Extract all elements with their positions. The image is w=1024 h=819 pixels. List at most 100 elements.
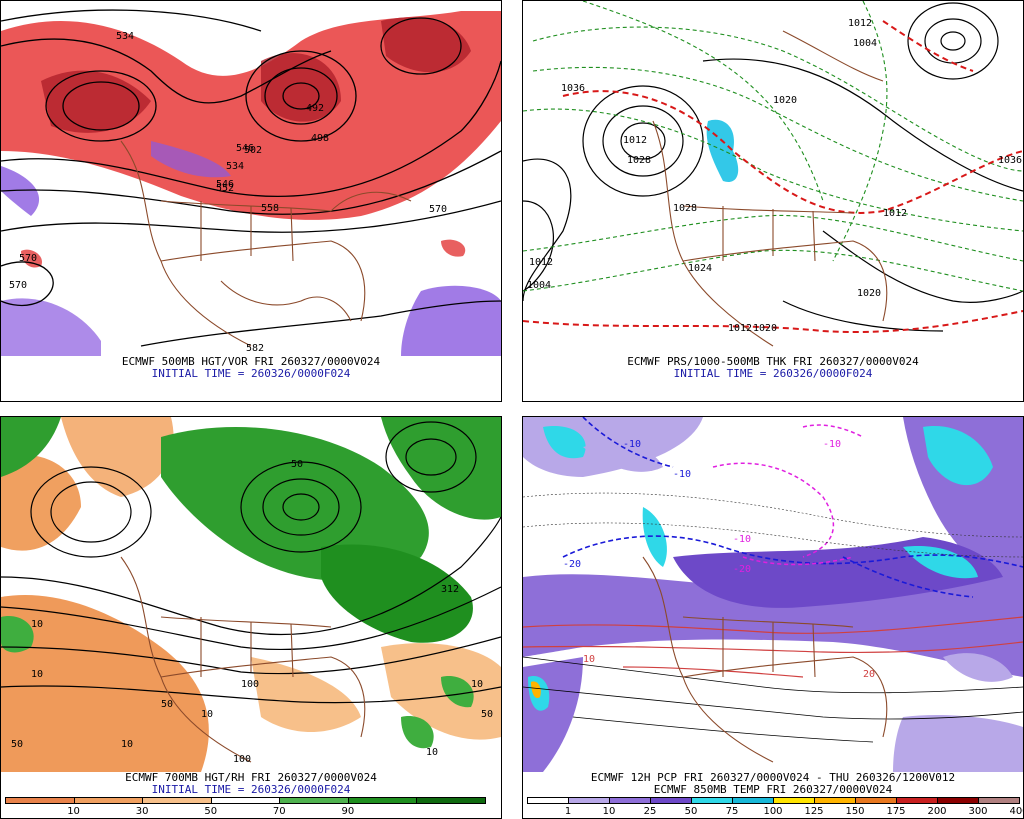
legend-tick-label: 175 (886, 806, 906, 817)
svg-text:-10: -10 (733, 534, 751, 545)
svg-text:50: 50 (291, 459, 303, 470)
panel-pcp-850mb-temp: -10 -10 -20 -10 -20 10 20 -10 ECMWF 12H … (522, 416, 1024, 819)
svg-text:546: 546 (216, 179, 234, 190)
svg-text:-10: -10 (823, 439, 841, 450)
panel-caption-title: ECMWF 500MB HGT/VOR FRI 260327/0000V024 (121, 355, 381, 368)
panel-caption-title: ECMWF 700MB HGT/RH FRI 260327/0000V024 (125, 771, 377, 784)
svg-text:-20: -20 (733, 564, 751, 575)
svg-text:10: 10 (31, 669, 43, 680)
legend-swatch (5, 797, 75, 804)
legend-swatch (855, 797, 897, 804)
svg-text:10: 10 (583, 654, 595, 665)
map-500mb-vorticity: 534 546 552 492 498 502 534 546 558 570 570 570 … (1, 1, 501, 356)
precip-legend-ticks: 1 10 25 50 75 100 125 150 175 200 300 400 (527, 806, 1023, 818)
svg-text:1028: 1028 (673, 203, 697, 214)
svg-text:50: 50 (11, 739, 23, 750)
svg-text:1020: 1020 (773, 95, 797, 106)
legend-swatch (279, 797, 349, 804)
legend-swatch (210, 797, 281, 804)
legend-tick-label: 400 (1009, 806, 1023, 817)
svg-text:10: 10 (31, 619, 43, 630)
svg-text:1004: 1004 (527, 280, 551, 291)
svg-text:582: 582 (246, 343, 264, 354)
legend-swatch (978, 797, 1020, 804)
svg-text:1012: 1012 (529, 257, 553, 268)
legend-swatch (896, 797, 938, 804)
legend-swatch (732, 797, 774, 804)
panel-caption-init-time: INITIAL TIME = 260326/0000F024 (151, 783, 351, 796)
svg-text:570: 570 (9, 280, 27, 291)
panel-caption-init-time: INITIAL TIME = 260326/0000F024 (151, 367, 351, 380)
legend-tick-label: 10 (602, 806, 616, 817)
svg-text:50: 50 (161, 699, 173, 710)
svg-text:1012: 1012 (623, 135, 647, 146)
legend-tick-label: 1 (564, 806, 572, 817)
svg-text:502: 502 (244, 145, 262, 156)
svg-text:1012: 1012 (728, 323, 752, 334)
rh-color-legend (5, 797, 486, 804)
panel-caption-title: ECMWF 12H PCP FRI 260327/0000V024 - THU … (590, 771, 956, 784)
svg-text:100: 100 (241, 679, 259, 690)
legend-tick-label: 50 (204, 806, 218, 817)
map-precip-temperature: -10 -10 -20 -10 -20 10 20 -10 (523, 417, 1023, 772)
legend-tick-label: 125 (804, 806, 824, 817)
legend-swatch (527, 797, 569, 804)
legend-swatch (691, 797, 733, 804)
rh-legend-ticks: 10 30 50 70 90 (5, 806, 485, 818)
panel-caption-title: ECMWF PRS/1000-500MB THK FRI 260327/0000… (627, 355, 919, 368)
svg-text:-20: -20 (563, 559, 581, 570)
svg-text:10: 10 (426, 747, 438, 758)
legend-swatch (937, 797, 979, 804)
legend-swatch (609, 797, 651, 804)
legend-tick-label: 100 (763, 806, 783, 817)
map-700mb-humidity: 50 100 50 10 10 10 100 50 10 10 50 10 312 (1, 417, 501, 772)
svg-text:-10: -10 (623, 439, 641, 450)
panel-700mb-hgt-rh: 50 100 50 10 10 10 100 50 10 10 50 10 312 ECMWF … (0, 416, 502, 819)
panel-prs-thk: 1036 1012 1012 1004 1020 1028 1028 1020 1012 1… (522, 0, 1024, 402)
svg-text:1036: 1036 (998, 155, 1022, 166)
svg-text:1012: 1012 (883, 208, 907, 219)
svg-text:1020: 1020 (753, 323, 777, 334)
svg-text:1012: 1012 (848, 18, 872, 29)
svg-text:570: 570 (429, 204, 447, 215)
legend-swatch (773, 797, 815, 804)
svg-text:1028: 1028 (627, 155, 651, 166)
svg-text:20: 20 (863, 669, 875, 680)
legend-tick-label: 25 (643, 806, 657, 817)
legend-tick-label: 50 (684, 806, 698, 817)
legend-tick-label: 150 (845, 806, 865, 817)
svg-text:534: 534 (226, 161, 244, 172)
svg-text:100: 100 (233, 754, 251, 765)
legend-swatch (416, 797, 486, 804)
legend-tick-label: 300 (968, 806, 988, 817)
panel-caption-init-time: INITIAL TIME = 260326/0000F024 (673, 367, 873, 380)
panel-500mb-hgt-vor: 534 546 552 492 498 502 534 546 558 570 570 570 … (0, 0, 502, 402)
svg-text:50: 50 (481, 709, 493, 720)
map-pressure-thickness: 1036 1012 1012 1004 1020 1028 1028 1020 1012 1… (523, 1, 1023, 356)
svg-text:312: 312 (441, 584, 459, 595)
legend-swatch (650, 797, 692, 804)
svg-text:1024: 1024 (688, 263, 712, 274)
legend-swatch (568, 797, 610, 804)
svg-text:552: 552 (216, 183, 234, 194)
svg-text:558: 558 (261, 203, 279, 214)
legend-tick-label: 70 (272, 806, 286, 817)
legend-swatch (73, 797, 144, 804)
svg-text:10: 10 (471, 679, 483, 690)
legend-tick-label: 75 (725, 806, 739, 817)
svg-text:10: 10 (121, 739, 133, 750)
legend-tick-label: 30 (135, 806, 149, 817)
svg-text:1020: 1020 (857, 288, 881, 299)
svg-text:1036: 1036 (561, 83, 585, 94)
svg-text:534: 534 (116, 31, 134, 42)
legend-swatch (814, 797, 856, 804)
svg-text:-10: -10 (673, 469, 691, 480)
legend-tick-label: 10 (67, 806, 80, 817)
svg-text:546: 546 (236, 143, 254, 154)
svg-text:570: 570 (19, 253, 37, 264)
svg-text:1004: 1004 (853, 38, 877, 49)
legend-swatch (142, 797, 212, 804)
precip-color-legend (527, 797, 1020, 804)
svg-text:498: 498 (311, 133, 329, 144)
legend-swatch (347, 797, 418, 804)
